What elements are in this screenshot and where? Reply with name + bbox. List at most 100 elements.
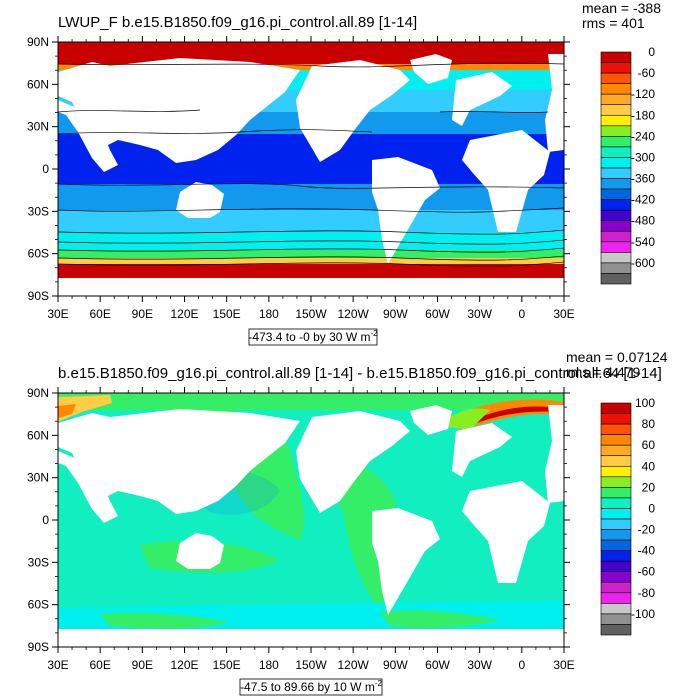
colorbar-swatch: [600, 497, 632, 509]
colorbar-label: 0: [648, 501, 655, 515]
colorbar-swatch: [600, 114, 632, 127]
colorbar-label: -240: [631, 129, 655, 143]
lon-tick-label: 150E: [213, 307, 241, 321]
colorbar-swatch: [600, 136, 632, 148]
colorbar-label: -60: [638, 66, 656, 80]
panel-1: LWUP_F b.e15.B1850.f09_g16.pi_control.al…: [27, 0, 661, 346]
lat-tick-label: 30N: [27, 471, 49, 485]
colorbar-swatch: [600, 413, 632, 425]
panel-2: b.e15.B1850.f09_g16.pi_control.all.89 [1…: [27, 349, 668, 696]
colorbar-swatch: [600, 104, 632, 116]
colorbar-swatch: [600, 455, 632, 467]
colorbar-swatch: [600, 188, 632, 200]
panel-1-colorbar: 0 -60 -120 -180 -240 -300 -360 -420 -480 -540 -600: [600, 45, 656, 285]
colorbar-swatch: [600, 592, 632, 604]
lon-tick-label: 0: [518, 658, 525, 672]
colorbar-label: -100: [631, 607, 655, 621]
colorbar-label: -60: [638, 565, 656, 579]
colorbar-label: -600: [631, 256, 655, 270]
lon-tick-label: 30E: [47, 658, 68, 672]
colorbar-swatch: [600, 83, 632, 95]
panel-1-range-label: -473.4 to -0 by 30 W m-2: [248, 329, 378, 344]
lat-tick-label: 30N: [27, 120, 49, 134]
lat-tick-label: 60S: [28, 247, 49, 261]
colorbar-swatch: [600, 539, 632, 551]
panel-2-lat-axis: 90N 60N 30N 0 30S 60S 90S: [27, 386, 570, 654]
lon-tick-label: 150W: [295, 658, 327, 672]
colorbar-swatch: [600, 167, 632, 179]
colorbar-swatch: [600, 157, 632, 169]
colorbar-label: -300: [631, 150, 655, 164]
lon-tick-label: 180: [259, 658, 279, 672]
lon-tick-label: 30E: [553, 307, 574, 321]
colorbar-swatch: [600, 476, 632, 488]
colorbar-swatch: [600, 51, 632, 63]
colorbar-swatch: [600, 560, 632, 573]
colorbar-swatch: [600, 571, 632, 583]
lon-tick-label: 60E: [89, 307, 110, 321]
colorbar-label: 20: [642, 480, 656, 494]
lon-tick-label: 90W: [383, 658, 408, 672]
lat-tick-label: 60N: [27, 428, 49, 442]
colorbar-swatch: [600, 624, 632, 636]
colorbar-swatch: [600, 529, 632, 541]
colorbar-swatch: [600, 518, 632, 530]
colorbar-label: -180: [631, 108, 655, 122]
colorbar-swatch: [600, 146, 632, 158]
colorbar-swatch: [600, 241, 632, 253]
colorbar-swatch: [600, 62, 632, 74]
colorbar-label: -420: [631, 193, 655, 207]
lon-tick-label: 60E: [89, 658, 110, 672]
lat-tick-label: 90N: [27, 35, 49, 49]
lon-tick-label: 90E: [132, 307, 153, 321]
lat-tick-label: 90S: [28, 289, 49, 303]
panel-1-title: LWUP_F b.e15.B1850.f09_g16.pi_control.al…: [58, 14, 417, 31]
colorbar-label: -40: [638, 544, 656, 558]
lon-tick-label: 120E: [170, 658, 198, 672]
colorbar-swatch: [600, 262, 632, 274]
colorbar-swatch: [600, 465, 632, 478]
colorbar-label: 40: [642, 459, 656, 473]
lon-tick-label: 150W: [295, 307, 327, 321]
lat-tick-label: 0: [42, 162, 49, 176]
colorbar-label: 100: [635, 396, 655, 410]
colorbar-swatch: [600, 434, 632, 446]
colorbar-label: 80: [642, 417, 656, 431]
colorbar-swatch: [600, 273, 632, 285]
lat-tick-label: 30S: [28, 555, 49, 569]
lon-tick-label: 180: [259, 307, 279, 321]
colorbar-swatch: [600, 603, 632, 615]
colorbar-swatch: [600, 93, 632, 106]
lon-tick-label: 60W: [425, 658, 450, 672]
colorbar-swatch: [600, 125, 632, 137]
panel-1-map: [57, 41, 565, 297]
lon-tick-label: 120W: [337, 307, 369, 321]
colorbar-label: 0: [648, 45, 655, 59]
colorbar-swatch: [600, 178, 632, 190]
panel-2-colorbar: 100 80 60 40 20 0 -20 -40 -60 -80 -100: [600, 396, 656, 636]
colorbar-label: -20: [638, 523, 656, 537]
lon-tick-label: 0: [518, 307, 525, 321]
panel-2-range-label: -47.5 to 89.66 by 10 W m-2: [240, 679, 382, 694]
colorbar-swatch: [600, 613, 632, 625]
lon-tick-label: 120W: [337, 658, 369, 672]
colorbar-swatch: [600, 252, 632, 264]
panel-2-mean: mean = 0.07124: [566, 349, 668, 365]
colorbar-label: 60: [642, 438, 656, 452]
lon-tick-label: 60W: [425, 307, 450, 321]
colorbar-swatch: [600, 72, 632, 84]
colorbar-label: -120: [631, 87, 655, 101]
lon-tick-label: 30W: [467, 658, 492, 672]
colorbar-label: -480: [631, 214, 655, 228]
panel-1-mean: mean = -388: [582, 0, 661, 16]
colorbar-swatch: [600, 581, 632, 594]
lon-tick-label: 90E: [132, 658, 153, 672]
panel-2-lon-axis: 30E 60E 90E 120E 150E 180 150W 120W 90W 60W 30W 0 30…: [47, 387, 575, 672]
lat-tick-label: 30S: [28, 204, 49, 218]
lat-tick-label: 0: [42, 513, 49, 527]
colorbar-swatch: [600, 508, 632, 520]
colorbar-swatch: [600, 209, 632, 222]
colorbar-swatch: [600, 487, 632, 499]
colorbar-label: -360: [631, 172, 655, 186]
